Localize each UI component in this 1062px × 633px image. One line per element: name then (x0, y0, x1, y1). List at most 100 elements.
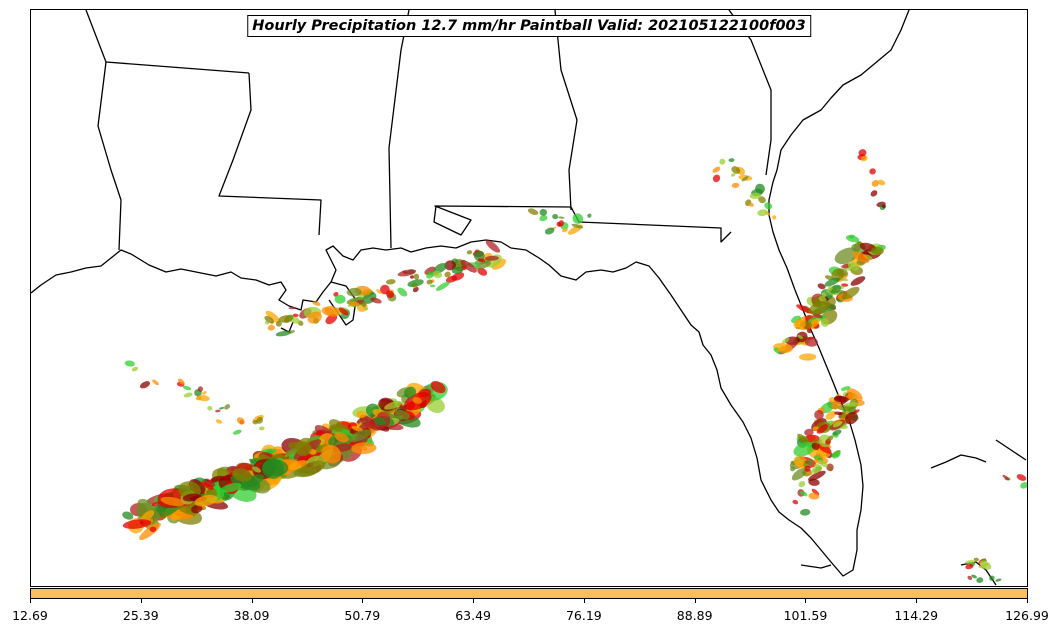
precip-blob (967, 575, 973, 580)
precip-blob (816, 424, 829, 434)
precip-blob (264, 315, 274, 324)
precip-blob (827, 435, 834, 441)
precip-blob (194, 494, 218, 507)
precip-blob (795, 457, 802, 463)
precip-blob (799, 353, 817, 361)
precip-blob (813, 313, 823, 319)
precip-blob (324, 305, 340, 317)
colorbar-tick-label: 38.09 (233, 608, 270, 623)
precip-blob (412, 286, 419, 293)
precip-blob (451, 272, 465, 281)
precip-blob (731, 166, 741, 174)
precip-blob (363, 306, 369, 311)
colorbar-tick-label: 50.79 (344, 608, 381, 623)
precip-blob (433, 262, 447, 274)
precip-blob (712, 166, 721, 173)
precip-blob (252, 466, 261, 473)
precip-blob (265, 310, 280, 323)
precip-blob (385, 279, 396, 285)
precip-blob (851, 243, 861, 252)
precip-blob (841, 286, 860, 300)
precip-blob (800, 508, 811, 516)
colorbar-tick-mark (30, 599, 31, 603)
precip-blob (262, 459, 289, 477)
precip-blob (485, 240, 500, 253)
precip-blob (477, 267, 488, 276)
precip-blob (259, 426, 265, 431)
precip-blob (321, 444, 342, 464)
precip-blob (828, 286, 833, 291)
precip-blob (790, 466, 796, 472)
coastline-islands-east (995, 439, 1027, 461)
precip-blob (312, 301, 321, 306)
precip-blob (404, 386, 417, 399)
precip-blob (307, 311, 322, 324)
precip-blob (215, 409, 221, 413)
precip-blob (798, 480, 806, 488)
precip-blob (845, 411, 858, 425)
precip-blob (306, 455, 319, 464)
state-border-ms-west (97, 61, 122, 251)
precip-blob (808, 470, 826, 481)
precip-blob (840, 386, 851, 391)
precip-blob (571, 223, 584, 229)
precip-blob (334, 432, 349, 443)
precip-blob (976, 577, 984, 583)
precip-blob (544, 227, 555, 235)
precip-blob (466, 250, 473, 255)
precip-blob (397, 287, 408, 297)
precip-blob (792, 499, 799, 505)
precip-blob (877, 179, 886, 186)
precip-blob (288, 306, 297, 310)
precip-blob (799, 491, 808, 497)
precip-blob (979, 560, 992, 570)
precip-blob (777, 345, 787, 352)
precip-blob (351, 425, 364, 432)
colorbar-tick-label: 76.19 (565, 608, 602, 623)
colorbar-tick-label: 63.49 (455, 608, 492, 623)
precip-blob (224, 404, 231, 410)
state-border-fl-al (433, 205, 732, 243)
state-border-ms-la (218, 72, 322, 236)
precip-blob (813, 454, 821, 460)
map-frame: Hourly Precipitation 12.7 mm/hr Paintbal… (30, 9, 1028, 587)
precip-blob (202, 391, 207, 395)
precip-blob (719, 158, 726, 165)
precip-blob (397, 269, 417, 277)
precip-blob (426, 272, 435, 279)
colorbar-tick-mark (916, 599, 918, 603)
colorbar-tick-label: 88.89 (676, 608, 713, 623)
precip-blob (834, 247, 859, 265)
precip-blob (384, 400, 403, 410)
precip-blob (833, 395, 849, 403)
precip-blob (351, 442, 377, 455)
precip-blob (828, 397, 836, 403)
precip-blob (764, 202, 773, 210)
precip-blob (430, 381, 446, 394)
coastline-cuba (930, 454, 987, 469)
colorbar-tick-mark (805, 599, 807, 603)
precip-blob (385, 290, 395, 299)
precip-blob (197, 386, 204, 392)
precip-blob (131, 366, 139, 372)
precip-blob (139, 381, 151, 389)
colorbar-tick-mark (251, 599, 253, 603)
precip-blob (828, 467, 833, 472)
coastline-keys (800, 564, 832, 569)
precip-blob (852, 251, 870, 263)
precip-blob (814, 409, 824, 420)
precip-blob (475, 261, 492, 270)
precip-blob (418, 388, 431, 398)
precip-blob (824, 277, 840, 287)
precip-blob (1016, 474, 1027, 481)
precip-blob (974, 586, 987, 587)
precip-blob (436, 281, 450, 291)
colorbar-tick-label: 101.59 (783, 608, 828, 623)
precip-blob (845, 392, 856, 400)
precip-blob (844, 402, 859, 407)
precip-blob (832, 429, 842, 436)
precip-blob (731, 182, 740, 189)
precip-blob (183, 392, 193, 398)
precip-blob (831, 450, 841, 459)
precip-blob (811, 442, 820, 451)
